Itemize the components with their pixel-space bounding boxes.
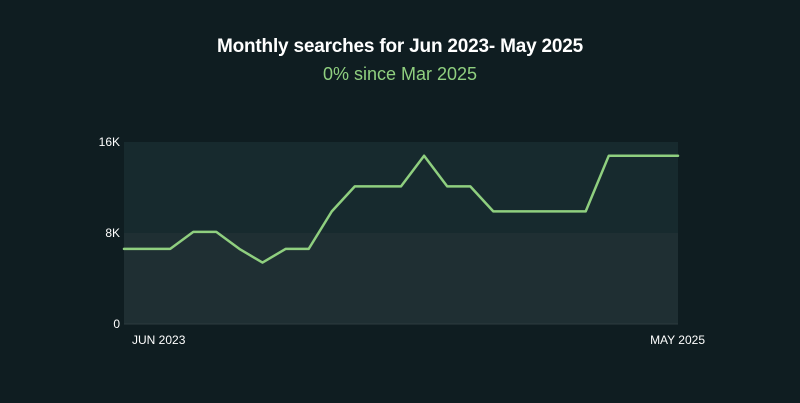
chart-title: Monthly searches for Jun 2023- May 2025 (216, 36, 584, 57)
chart-subtitle: 0% since Mar 2025 (322, 64, 478, 84)
x-axis-ticks: JUN 2023 MAY 2025 (132, 333, 705, 347)
y-axis-ticks: 0 8K 16K (99, 135, 121, 331)
plot-band-lower (124, 233, 678, 324)
x-tick-label-start: JUN 2023 (132, 333, 186, 347)
y-tick-label: 0 (113, 317, 120, 331)
x-tick-label-end: MAY 2025 (650, 333, 705, 347)
series-line (122, 154, 680, 264)
y-tick-label: 8K (105, 226, 120, 240)
y-tick-label: 16K (99, 135, 120, 149)
